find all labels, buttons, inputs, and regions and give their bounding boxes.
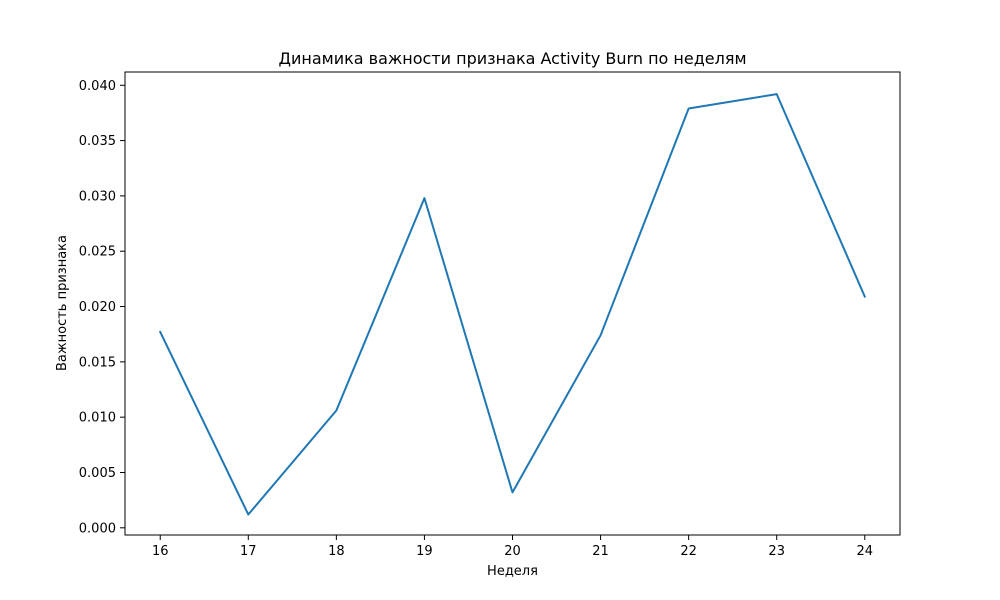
x-axis-title: Неделя [487,564,538,579]
y-tick-label-0.020: 0.020 [79,300,116,315]
x-tick-label-18: 18 [328,544,345,559]
x-tick-label-16: 16 [152,544,169,559]
x-tick-label-24: 24 [856,544,873,559]
series-line [158,93,867,516]
chart-title: Динамика важности признака Activity Burn… [278,49,746,68]
x-tick-label-19: 19 [416,544,433,559]
y-tick-label-0.015: 0.015 [79,355,116,370]
y-axis-title: Важность признака [55,235,70,371]
y-tick-label-0.040: 0.040 [79,79,116,94]
y-tick-label-0.035: 0.035 [79,134,116,149]
y-tick-label-0.030: 0.030 [79,189,116,204]
x-tick-label-23: 23 [768,544,785,559]
x-tick-label-17: 17 [240,544,257,559]
y-tick-label-0.025: 0.025 [79,245,116,260]
y-tick-label-0.005: 0.005 [79,466,116,481]
plot-area: 16 17 18 19 20 21 22 23 24 0.000 0.005 0.010 0.015 0.… [79,71,901,559]
x-tick-label-20: 20 [504,544,521,559]
y-tick-label-0.010: 0.010 [79,411,116,426]
x-tick-label-21: 21 [592,544,609,559]
x-tick-label-22: 22 [680,544,697,559]
y-tick-label-0.000: 0.000 [79,521,116,536]
